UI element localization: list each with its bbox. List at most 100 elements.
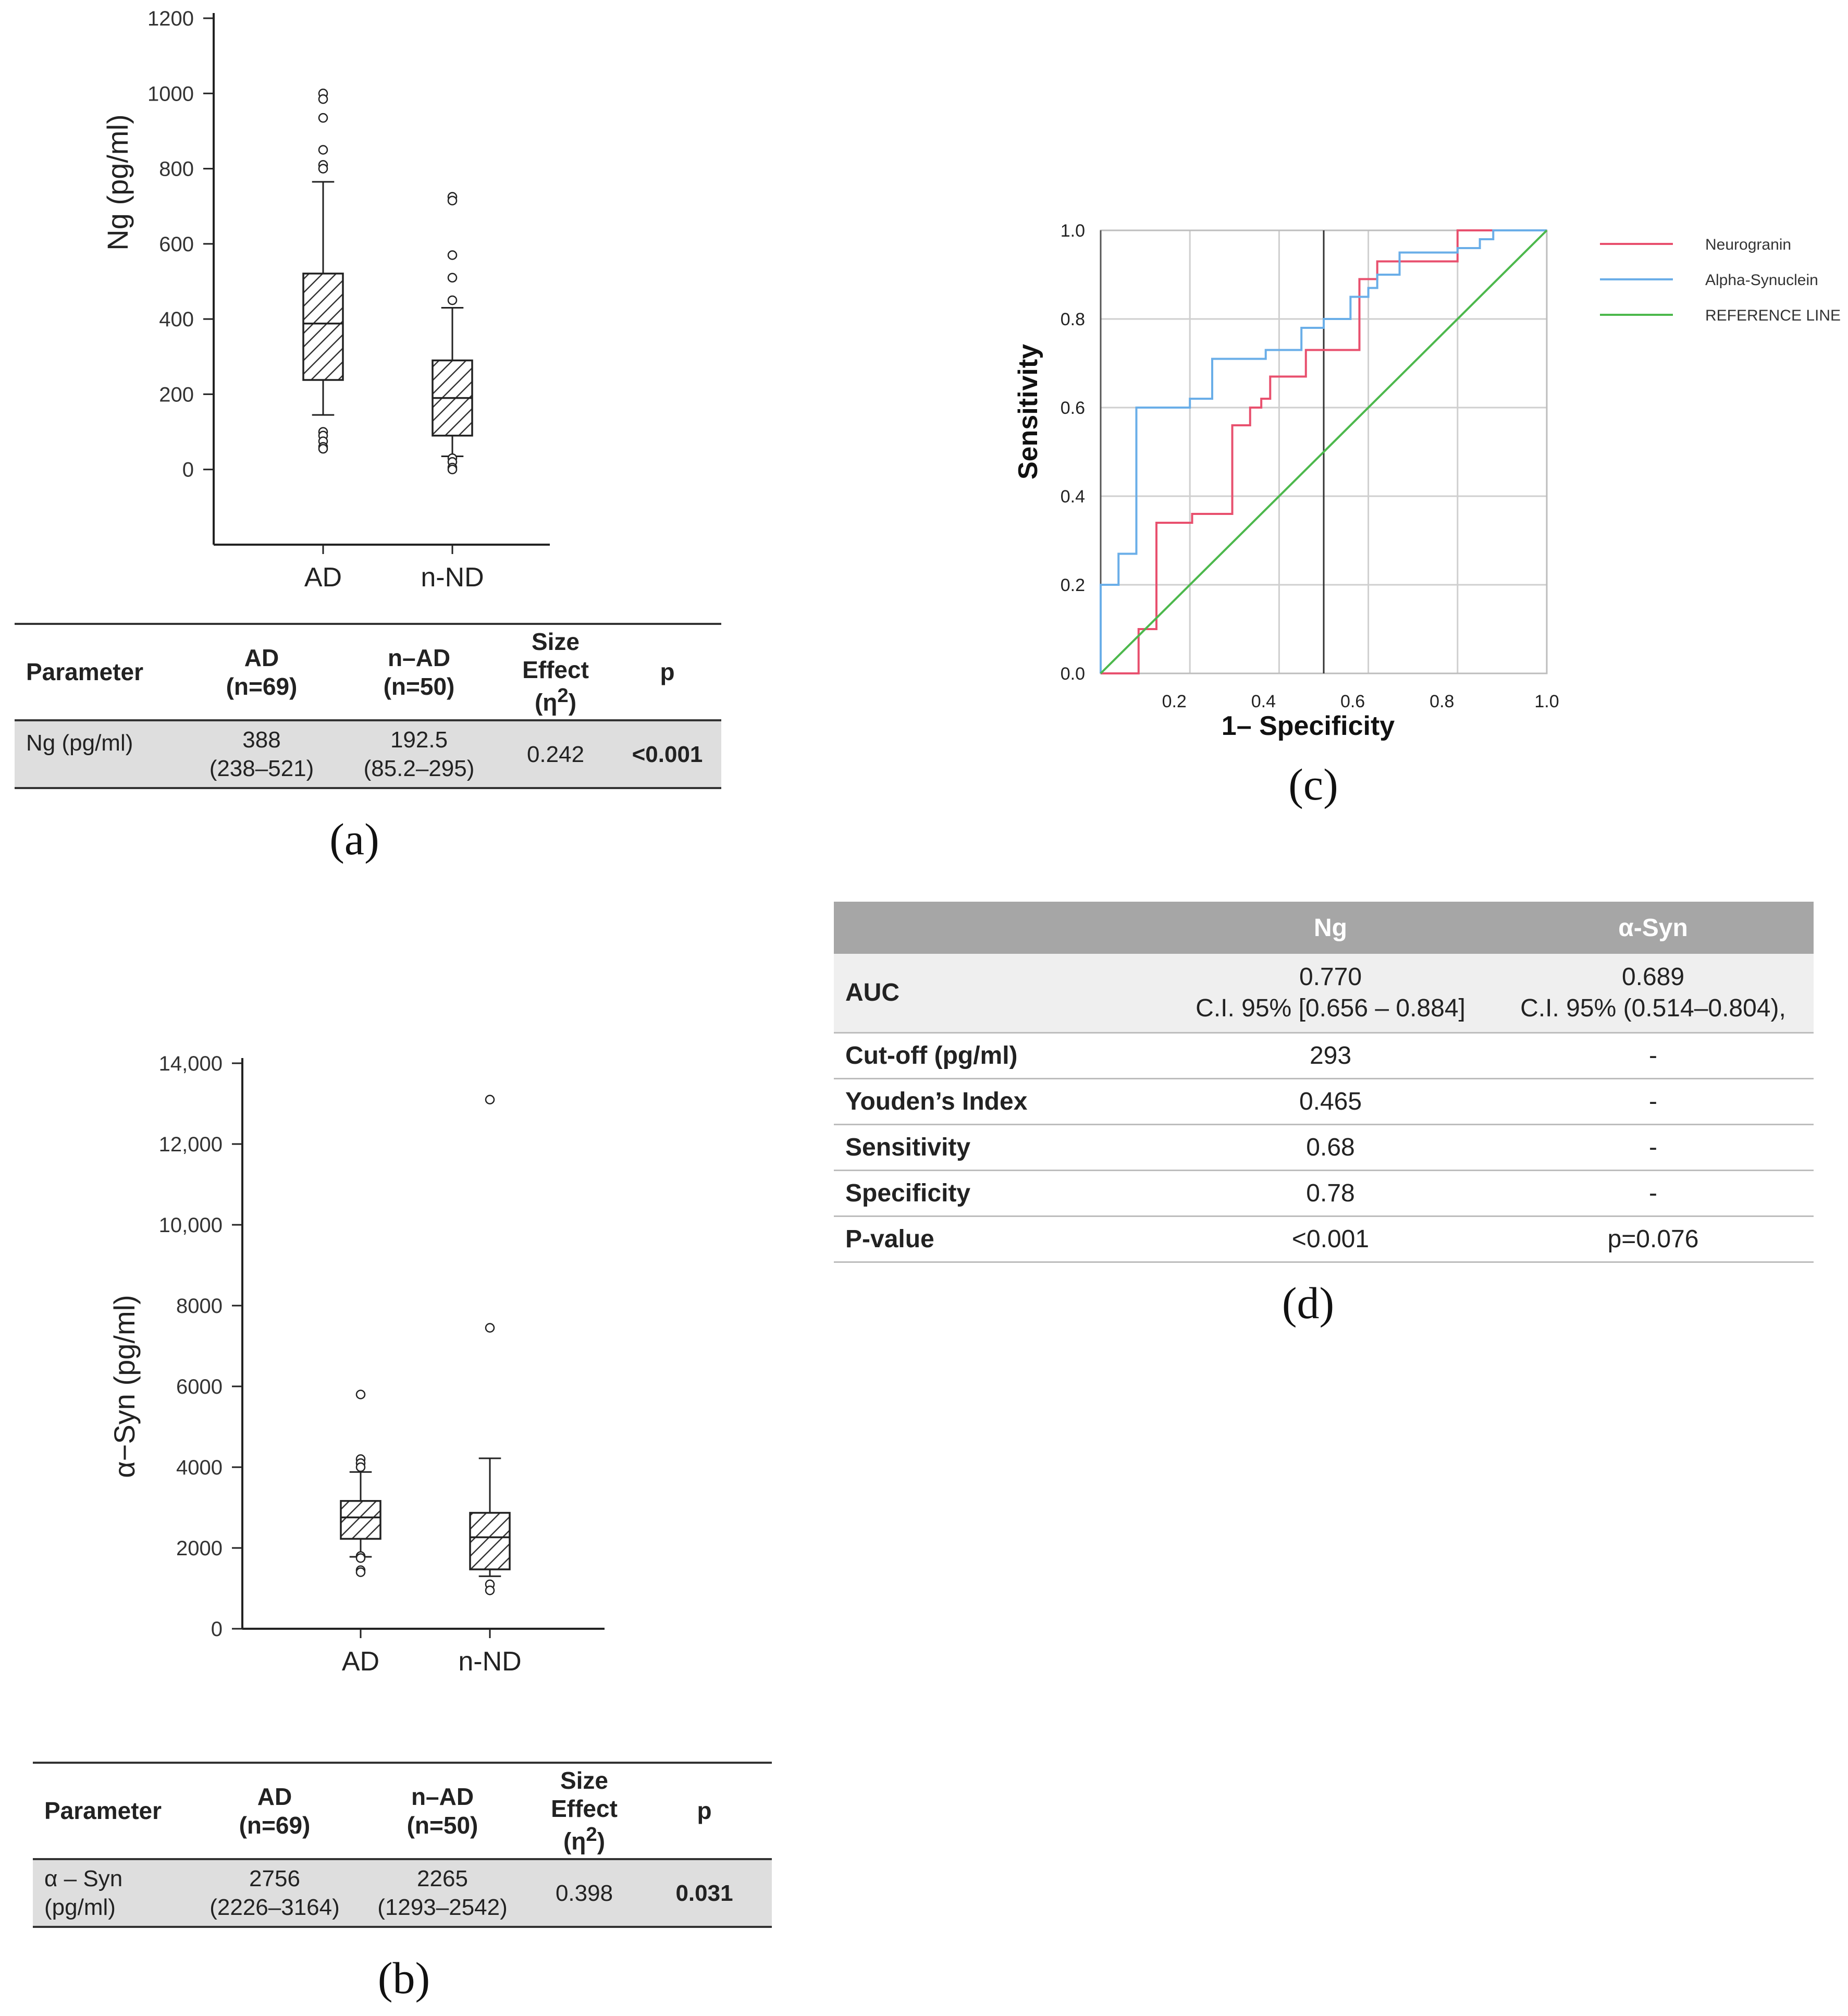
col-size-effect: Size Effect (η2) bbox=[532, 1762, 637, 1860]
col-empty bbox=[834, 902, 1168, 954]
y-axis-label-a: Ng (pg/ml) bbox=[101, 114, 134, 250]
box-iqr bbox=[302, 273, 344, 381]
cell-ng: <0.001 bbox=[1168, 1216, 1493, 1263]
roc-chart-c: Sensitivity 1– Specificity 0.0 0.2 0.4 0.6 0… bbox=[1013, 221, 1841, 741]
cell-ad: 388 (238–521) bbox=[183, 720, 340, 789]
outlier-point bbox=[447, 273, 458, 283]
outlier-point bbox=[355, 1567, 366, 1577]
outlier-point bbox=[447, 250, 458, 260]
outlier-point bbox=[318, 113, 328, 123]
col-parameter: Parameter bbox=[33, 1762, 196, 1860]
y-tick-label: 200 bbox=[159, 383, 194, 406]
y-tick-label: 0.4 bbox=[1061, 487, 1085, 507]
x-tick-label: AD bbox=[342, 1646, 379, 1677]
col-size-effect: Size Effect (η2) bbox=[498, 623, 613, 721]
col-ad: AD (n=69) bbox=[183, 623, 340, 721]
cell-nad: 192.5 (85.2–295) bbox=[340, 720, 498, 789]
outlier-point bbox=[318, 94, 328, 104]
cell-ng: 0.465 bbox=[1168, 1078, 1493, 1125]
outlier-point bbox=[485, 1095, 495, 1104]
x-tick-label: n-ND bbox=[421, 562, 484, 593]
row-label: Ng (pg/ml) bbox=[15, 720, 183, 789]
y-tick-label: 600 bbox=[159, 233, 194, 256]
box-iqr bbox=[469, 1511, 511, 1570]
row-label: Youden’s Index bbox=[834, 1078, 1168, 1125]
outlier-point bbox=[318, 145, 328, 155]
stats-table-a: Parameter AD (n=69) n–AD (n=50) Size Effect… bbox=[15, 623, 721, 789]
cell-size-effect: 0.398 bbox=[532, 1859, 637, 1928]
y-tick-label: 14,000 bbox=[159, 1052, 223, 1075]
col-ng: Ng bbox=[1168, 902, 1493, 954]
roc-series-line bbox=[1100, 229, 1547, 673]
cell-syn: p=0.076 bbox=[1493, 1216, 1814, 1263]
box-iqr bbox=[340, 1500, 381, 1540]
roc-series-line bbox=[1100, 229, 1548, 674]
y-tick-label: 2000 bbox=[176, 1537, 223, 1560]
row-auc-label: AUC bbox=[834, 954, 1168, 1034]
outlier-point bbox=[318, 444, 328, 454]
roc-table-d: Ng α-Syn AUC 0.770 C.I. 95% [0.656 – 0.88… bbox=[834, 902, 1814, 1263]
legend-label: REFERENCE LINE bbox=[1705, 307, 1841, 324]
row-label: α – Syn (pg/ml) bbox=[33, 1859, 196, 1928]
y-tick-label: 800 bbox=[159, 158, 194, 181]
cell-syn: - bbox=[1493, 1032, 1814, 1079]
y-tick-label: 0.2 bbox=[1061, 575, 1085, 595]
col-nad: n–AD (n=50) bbox=[353, 1762, 532, 1860]
cell-auc-syn: 0.689 C.I. 95% (0.514–0.804), bbox=[1493, 954, 1814, 1034]
x-tick-label: 0.4 bbox=[1251, 692, 1276, 711]
y-tick-label: 1.0 bbox=[1061, 221, 1085, 241]
col-ad: AD (n=69) bbox=[196, 1762, 353, 1860]
x-tick-label: 0.6 bbox=[1340, 692, 1365, 711]
y-tick-label: 1200 bbox=[147, 7, 194, 30]
x-axis-label-c: 1– Specificity bbox=[1222, 711, 1395, 741]
stats-table-b: Parameter AD (n=69) n–AD (n=50) Size Effect… bbox=[33, 1762, 772, 1928]
cell-ng: 0.78 bbox=[1168, 1170, 1493, 1217]
y-tick-label: 4000 bbox=[176, 1456, 223, 1479]
cell-syn: - bbox=[1493, 1170, 1814, 1217]
y-tick-label: 10,000 bbox=[159, 1214, 223, 1237]
y-tick-label: 0.8 bbox=[1061, 310, 1085, 329]
row-label: Specificity bbox=[834, 1170, 1168, 1217]
boxplot-a: Ng (pg/ml) 0 200 400 600 800 1000 1200 AD n-ND bbox=[101, 7, 550, 593]
cell-syn: - bbox=[1493, 1078, 1814, 1125]
outlier-point bbox=[355, 1390, 366, 1399]
y-axis-label-c: Sensitivity bbox=[1013, 344, 1043, 480]
x-tick-label: 0.2 bbox=[1162, 692, 1187, 711]
outlier-point bbox=[318, 164, 328, 174]
outlier-point bbox=[447, 195, 458, 206]
col-parameter: Parameter bbox=[15, 623, 183, 721]
x-tick-label: 1.0 bbox=[1534, 692, 1559, 711]
cell-p: <0.001 bbox=[613, 720, 721, 789]
caption-a: (a) bbox=[329, 814, 379, 864]
outlier-point bbox=[485, 1585, 495, 1595]
caption-b: (b) bbox=[377, 1953, 430, 2003]
x-tick-label: 0.8 bbox=[1430, 692, 1454, 711]
row-label: Sensitivity bbox=[834, 1124, 1168, 1171]
cell-auc-ng: 0.770 C.I. 95% [0.656 – 0.884] bbox=[1168, 954, 1493, 1034]
outlier-point bbox=[447, 464, 458, 474]
col-syn: α-Syn bbox=[1493, 902, 1814, 954]
cell-nad: 2265 (1293–2542) bbox=[353, 1859, 532, 1928]
y-tick-label: 1000 bbox=[147, 82, 194, 105]
col-p: p bbox=[613, 623, 721, 721]
caption-c: (c) bbox=[1288, 759, 1338, 809]
outlier-point bbox=[355, 1553, 366, 1563]
y-tick-label: 6000 bbox=[176, 1375, 223, 1398]
cell-p: 0.031 bbox=[637, 1859, 772, 1928]
outlier-point bbox=[485, 1323, 495, 1333]
cell-ng: 293 bbox=[1168, 1032, 1493, 1079]
y-tick-label: 400 bbox=[159, 308, 194, 331]
y-axis-label-b: α−Syn (pg/ml) bbox=[108, 1295, 141, 1478]
caption-d: (d) bbox=[1282, 1278, 1335, 1328]
col-p: p bbox=[637, 1762, 772, 1860]
cell-size-effect: 0.242 bbox=[498, 720, 613, 789]
cell-ng: 0.68 bbox=[1168, 1124, 1493, 1171]
y-tick-label: 12,000 bbox=[159, 1133, 223, 1156]
y-tick-label: 0.0 bbox=[1061, 664, 1085, 684]
y-tick-label: 8000 bbox=[176, 1295, 223, 1318]
boxplot-b: α−Syn (pg/ml) 0 2000 4000 6000 8000 10,000 12,… bbox=[108, 1052, 605, 1677]
outlier-point bbox=[447, 295, 458, 305]
y-tick-label: 0 bbox=[211, 1618, 223, 1641]
outlier-point bbox=[355, 1462, 366, 1472]
row-label: P-value bbox=[834, 1216, 1168, 1263]
